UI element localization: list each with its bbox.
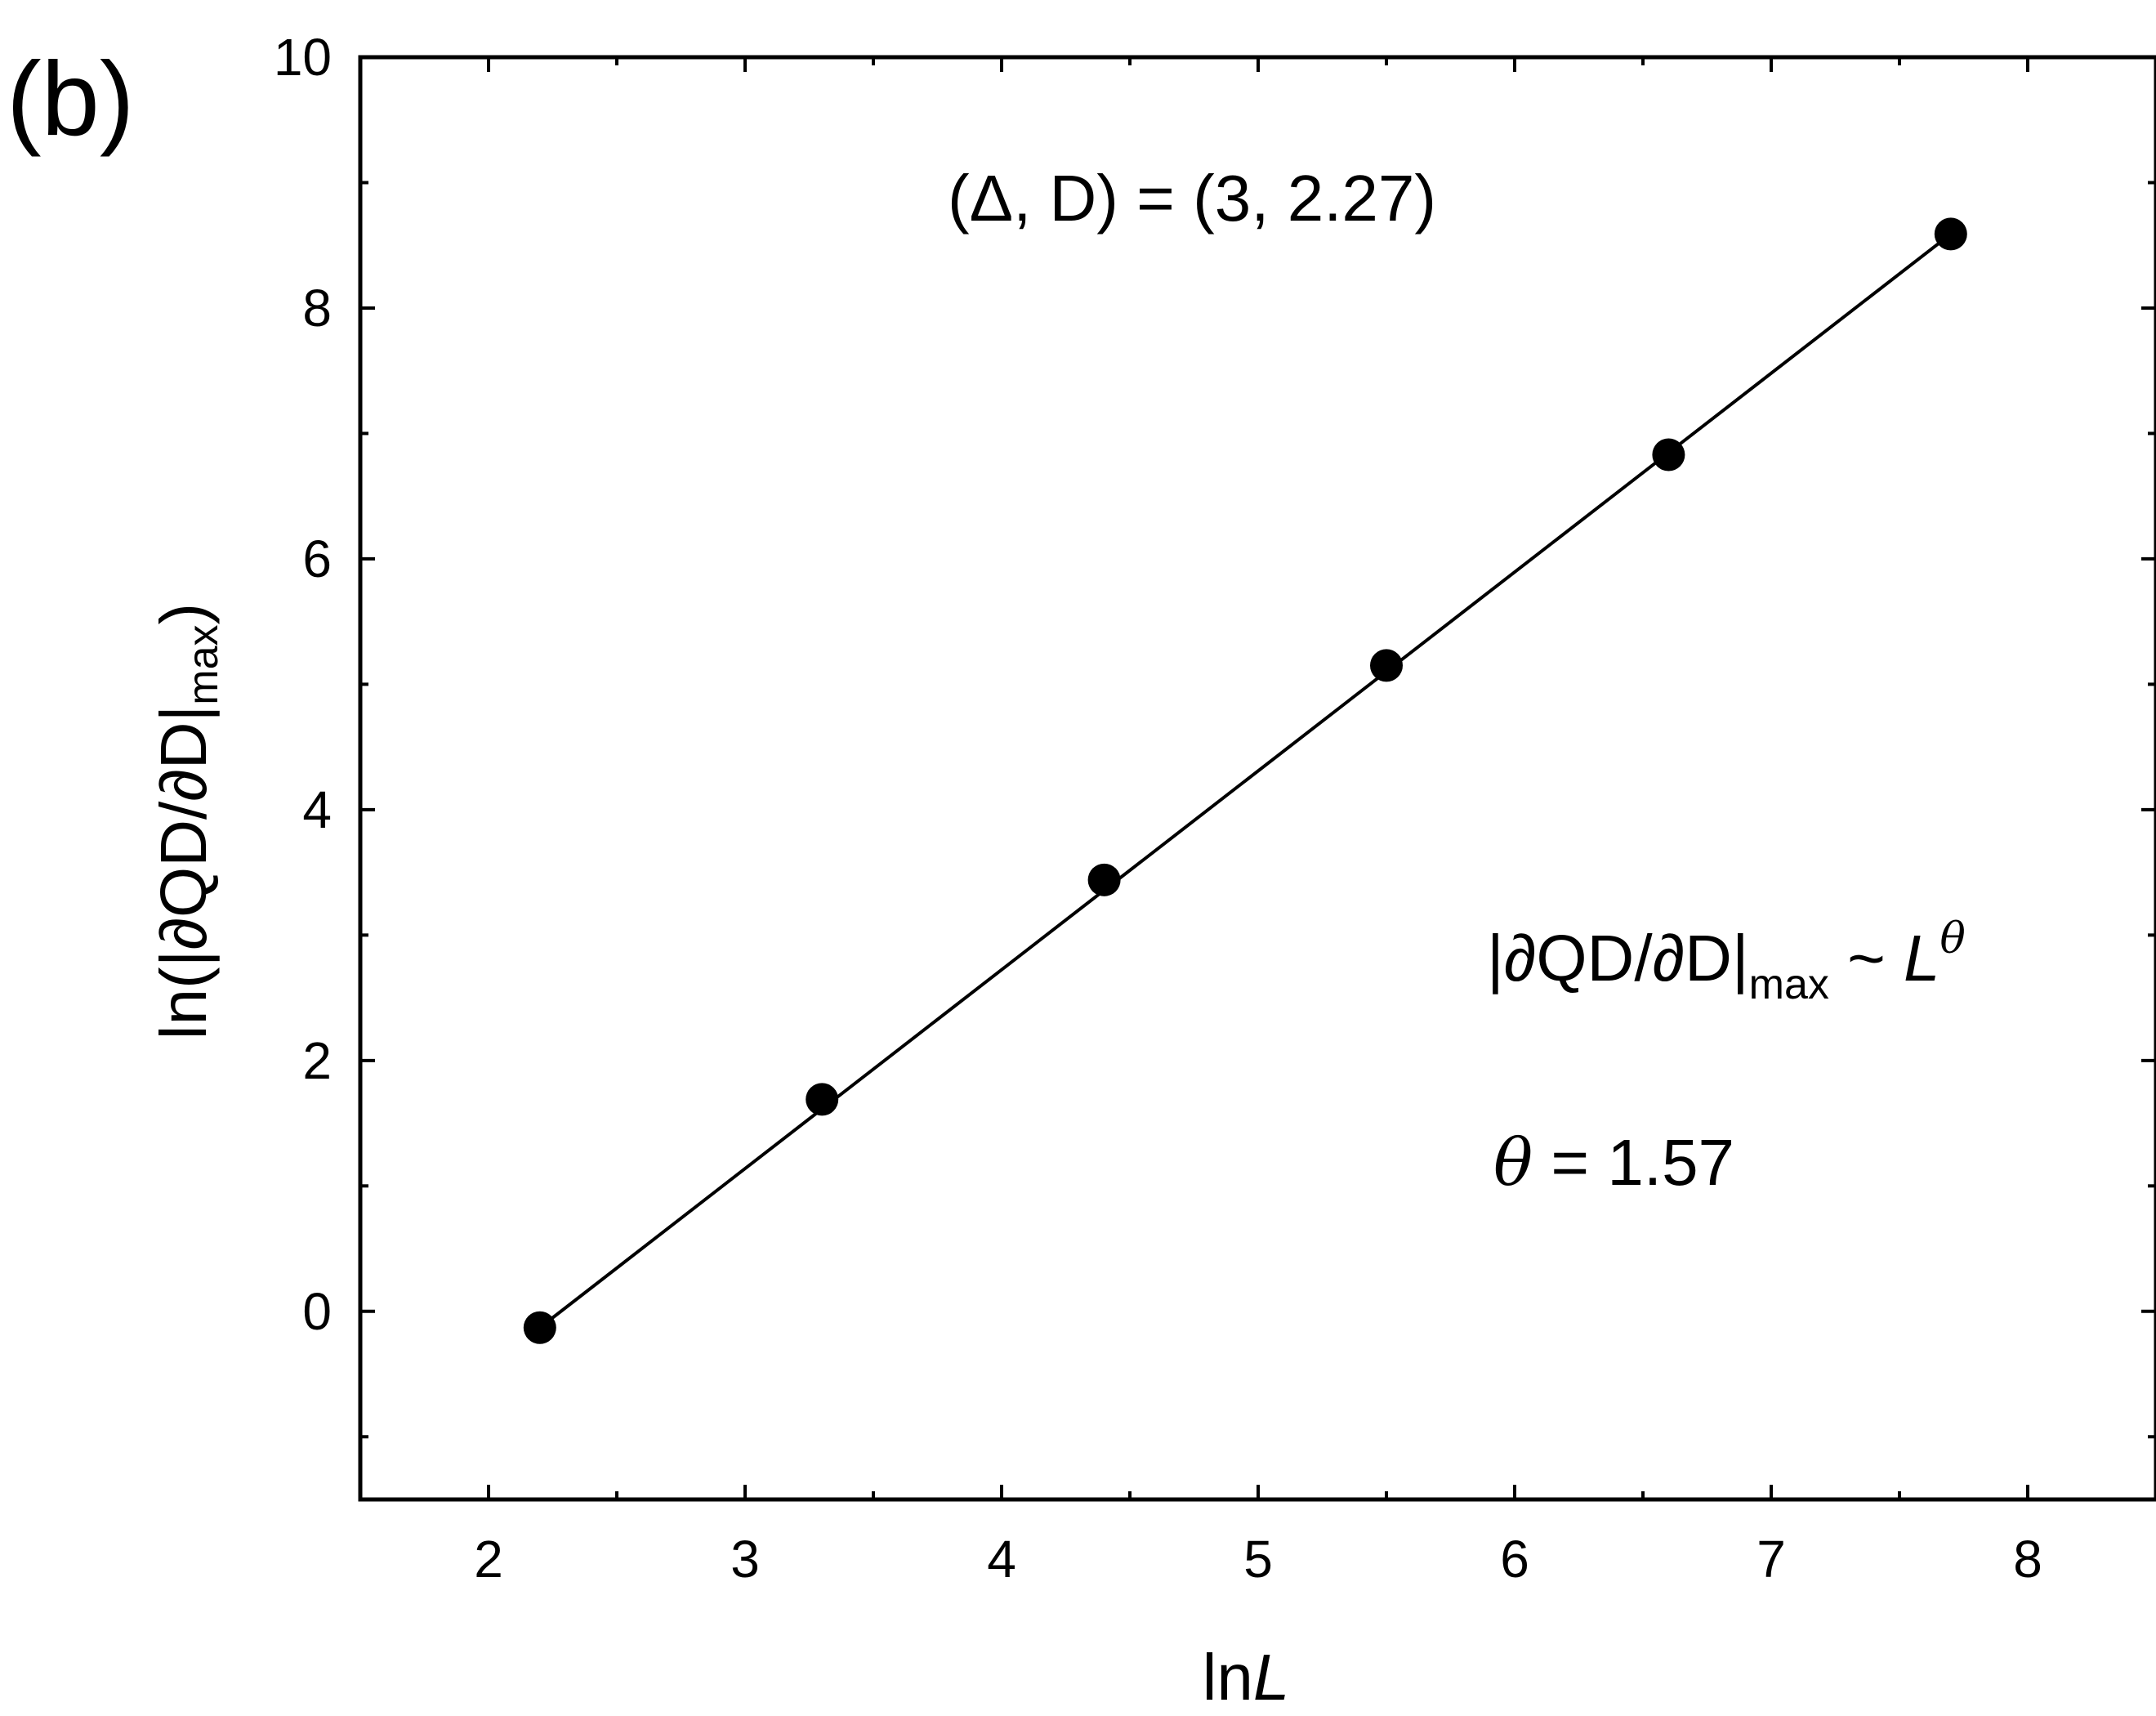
y-axis-tick-labels: 0 2 4 6 8 10	[274, 28, 332, 1341]
plot-frame	[358, 55, 2156, 1502]
x-tick-label: 7	[1756, 1530, 1786, 1589]
x-tick-label: 2	[474, 1530, 503, 1589]
theta-annotation: θ = 1.57	[1493, 1124, 1734, 1200]
x-tick-label: 8	[2013, 1530, 2042, 1589]
params-annotation: (Δ, D) = (3, 2.27)	[948, 162, 1436, 235]
scaling-annotation: |∂QD/∂D|max ~ Lθ	[1487, 914, 1966, 1008]
x-tick-label: 4	[987, 1530, 1016, 1589]
data-point	[1934, 217, 1967, 251]
data-point	[806, 1083, 839, 1116]
y-tick-label: 10	[274, 28, 332, 87]
y-axis-ticks	[360, 56, 2156, 1439]
data-point	[1370, 649, 1403, 682]
data-markers	[523, 217, 1967, 1344]
data-point	[523, 1311, 556, 1344]
x-axis-ticks	[359, 57, 2156, 1499]
y-axis-label: ln(|∂QD/∂D|max)	[147, 603, 227, 1039]
y-tick-label: 0	[302, 1282, 332, 1341]
panel-label: (b)	[7, 41, 134, 158]
y-tick-label: 4	[302, 780, 332, 839]
data-point	[1087, 863, 1121, 896]
fit-line	[538, 232, 1953, 1329]
y-tick-label: 2	[302, 1031, 332, 1090]
x-tick-label: 3	[730, 1530, 760, 1589]
x-axis-label: lnL	[1203, 1641, 1290, 1714]
x-axis-tick-labels: 2 3 4 5 6 7 8	[474, 1530, 2042, 1589]
data-point	[1652, 438, 1685, 471]
x-tick-label: 6	[1500, 1530, 1529, 1589]
y-tick-label: 8	[302, 279, 332, 337]
y-tick-label: 6	[302, 530, 332, 588]
x-tick-label: 5	[1243, 1530, 1273, 1589]
